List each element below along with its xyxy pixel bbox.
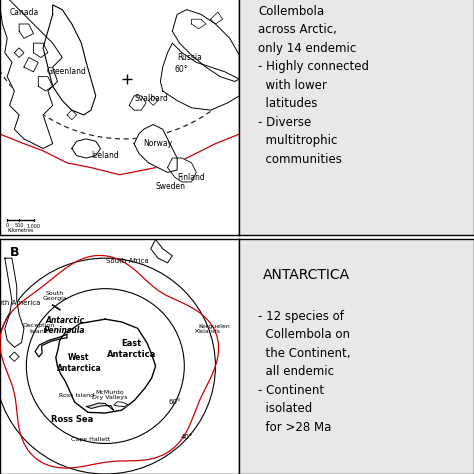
- Text: East
Antarctica: East Antarctica: [107, 338, 156, 359]
- Text: ×: ×: [193, 328, 199, 334]
- Polygon shape: [38, 77, 53, 91]
- Text: 40°: 40°: [181, 434, 193, 440]
- Text: Norway: Norway: [144, 139, 173, 148]
- Text: West
Antarctica: West Antarctica: [56, 353, 101, 373]
- Polygon shape: [160, 43, 239, 110]
- Text: B: B: [9, 246, 19, 259]
- Text: Greenland: Greenland: [47, 67, 87, 76]
- Text: Cape Hallett: Cape Hallett: [72, 437, 110, 442]
- Text: Antarctic
Peninsula: Antarctic Peninsula: [44, 316, 85, 335]
- Text: Ross Island: Ross Island: [59, 392, 94, 398]
- Text: Kerguelen
Islands: Kerguelen Islands: [199, 324, 230, 334]
- Polygon shape: [67, 110, 77, 120]
- Text: 60°: 60°: [168, 399, 181, 405]
- Text: 500: 500: [15, 223, 24, 228]
- Polygon shape: [0, 0, 62, 148]
- Text: South
Georgia: South Georgia: [43, 291, 67, 301]
- Polygon shape: [56, 319, 155, 413]
- Polygon shape: [14, 48, 24, 57]
- Polygon shape: [114, 402, 128, 407]
- Text: Finland: Finland: [177, 173, 205, 182]
- Text: Deception
Island: Deception Island: [22, 323, 55, 334]
- Polygon shape: [43, 5, 96, 115]
- Polygon shape: [5, 258, 24, 347]
- Polygon shape: [72, 139, 100, 158]
- Polygon shape: [168, 158, 196, 182]
- Polygon shape: [173, 9, 239, 82]
- Text: Canada: Canada: [9, 8, 39, 17]
- Text: - 12 species of
  Collembola on
  the Continent,
  all endemic
- Continent
  iso: - 12 species of Collembola on the Contin…: [258, 310, 351, 434]
- Text: Collembola
across Arctic,
only 14 endemic
- Highly connected
  with lower
  lati: Collembola across Arctic, only 14 endemi…: [258, 5, 369, 166]
- Text: 1,000: 1,000: [27, 223, 40, 228]
- Text: Ross Sea: Ross Sea: [51, 415, 93, 424]
- Text: South America: South America: [0, 300, 40, 306]
- Polygon shape: [191, 19, 206, 29]
- Polygon shape: [9, 352, 19, 361]
- Polygon shape: [86, 403, 113, 410]
- Text: 0: 0: [6, 223, 9, 228]
- Text: Kilometres: Kilometres: [7, 228, 34, 233]
- Polygon shape: [35, 334, 67, 357]
- Polygon shape: [134, 125, 177, 173]
- Text: South Africa: South Africa: [106, 258, 148, 264]
- Text: Svalbard: Svalbard: [134, 94, 168, 103]
- Polygon shape: [24, 57, 38, 72]
- Text: 60°: 60°: [175, 65, 188, 74]
- Polygon shape: [19, 24, 34, 38]
- Polygon shape: [151, 239, 173, 263]
- Text: McMurdo
Dry Valleys: McMurdo Dry Valleys: [92, 390, 128, 400]
- Polygon shape: [148, 96, 158, 105]
- Polygon shape: [129, 96, 146, 110]
- Polygon shape: [210, 12, 223, 24]
- Polygon shape: [34, 43, 48, 57]
- Text: Iceland: Iceland: [91, 151, 118, 160]
- Text: Sweden: Sweden: [155, 182, 186, 191]
- Text: ANTARCTICA: ANTARCTICA: [263, 267, 350, 282]
- Text: Russia: Russia: [177, 53, 202, 62]
